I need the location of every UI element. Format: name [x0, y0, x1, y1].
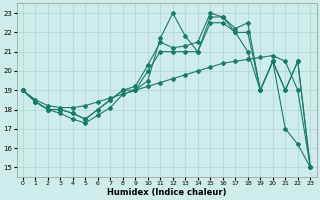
X-axis label: Humidex (Indice chaleur): Humidex (Indice chaleur) [107, 188, 226, 197]
